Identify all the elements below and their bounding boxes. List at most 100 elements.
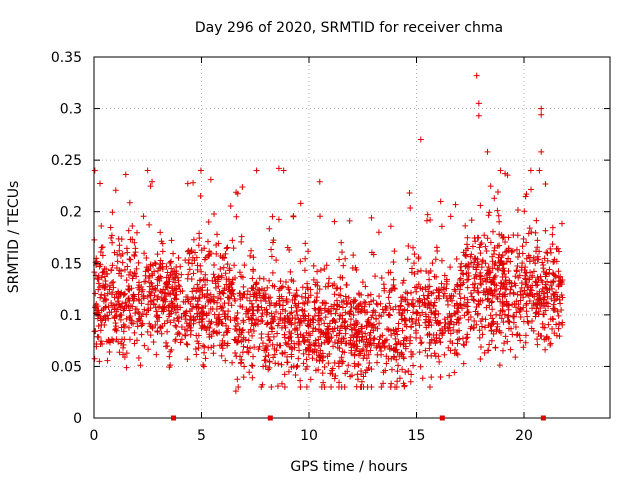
data-point (130, 292, 137, 299)
data-point (534, 281, 541, 288)
chart-title: Day 296 of 2020, SRMTID for receiver chm… (195, 20, 503, 36)
data-point (407, 378, 414, 385)
data-point (232, 350, 239, 357)
data-point (494, 295, 501, 302)
data-point (145, 267, 152, 274)
data-point (279, 350, 286, 357)
data-point (161, 320, 168, 327)
data-point (558, 307, 565, 314)
data-point (269, 269, 276, 276)
data-point (274, 322, 281, 329)
data-point (394, 349, 401, 356)
data-point (177, 339, 184, 346)
data-point (489, 315, 496, 322)
data-point (274, 330, 281, 337)
data-point (441, 272, 448, 279)
data-point (386, 300, 393, 307)
data-point (481, 232, 488, 239)
data-point (223, 322, 230, 329)
data-point (207, 320, 214, 327)
data-point (559, 220, 566, 227)
data-point (250, 266, 257, 273)
data-point (172, 322, 179, 329)
data-point (379, 306, 386, 313)
data-point (129, 223, 136, 230)
data-point (155, 274, 162, 281)
data-point (474, 261, 481, 268)
data-point (256, 275, 263, 282)
data-point (400, 380, 407, 387)
data-point (200, 305, 207, 312)
data-point (489, 306, 496, 313)
data-point (413, 288, 420, 295)
data-point (496, 242, 503, 249)
data-point (118, 289, 125, 296)
data-point (550, 290, 557, 297)
data-point (490, 228, 497, 235)
data-point (350, 300, 357, 307)
data-point (259, 340, 266, 347)
data-point (516, 250, 523, 257)
data-point (132, 310, 139, 317)
data-point (323, 334, 330, 341)
data-point (447, 347, 454, 354)
data-point (258, 304, 265, 311)
data-point (113, 265, 120, 272)
data-point (411, 284, 418, 291)
data-point (479, 257, 486, 264)
data-point (545, 303, 552, 310)
data-point (544, 287, 551, 294)
data-point (162, 343, 169, 350)
data-point (116, 349, 123, 356)
data-point (121, 354, 128, 361)
data-point (296, 347, 303, 354)
data-point (330, 305, 337, 312)
data-point (140, 293, 147, 300)
data-point (218, 352, 225, 359)
data-point (309, 355, 316, 362)
data-point (360, 338, 367, 345)
data-point (476, 244, 483, 251)
data-point (534, 253, 541, 260)
data-point (275, 165, 282, 172)
data-point (302, 295, 309, 302)
data-point (457, 275, 464, 282)
data-point (447, 330, 454, 337)
data-point (366, 301, 373, 308)
data-point (298, 293, 305, 300)
data-point (270, 237, 277, 244)
data-point (463, 339, 470, 346)
data-point (142, 278, 149, 285)
data-point (409, 309, 416, 316)
data-point (156, 265, 163, 272)
data-point (470, 325, 477, 332)
data-point (462, 222, 469, 229)
data-point (275, 216, 282, 223)
data-point (503, 298, 510, 305)
data-point (131, 252, 138, 259)
data-point (362, 330, 369, 337)
data-point (187, 313, 194, 320)
data-point (304, 322, 311, 329)
data-point (497, 167, 504, 174)
data-point (341, 349, 348, 356)
data-point (220, 287, 227, 294)
data-point (304, 299, 311, 306)
data-point (217, 295, 224, 302)
data-point (410, 244, 417, 251)
data-point (193, 351, 200, 358)
data-point (474, 285, 481, 292)
data-point (137, 362, 144, 369)
data-point (390, 306, 397, 313)
y-tick-label: 0.1 (60, 308, 82, 324)
data-point (120, 321, 127, 328)
data-point (98, 244, 105, 251)
data-point (316, 315, 323, 322)
data-point (124, 249, 131, 256)
data-point (305, 248, 312, 255)
data-point (114, 306, 121, 313)
data-point (556, 277, 563, 284)
data-point (525, 276, 532, 283)
data-point (197, 262, 204, 269)
data-point (494, 320, 501, 327)
